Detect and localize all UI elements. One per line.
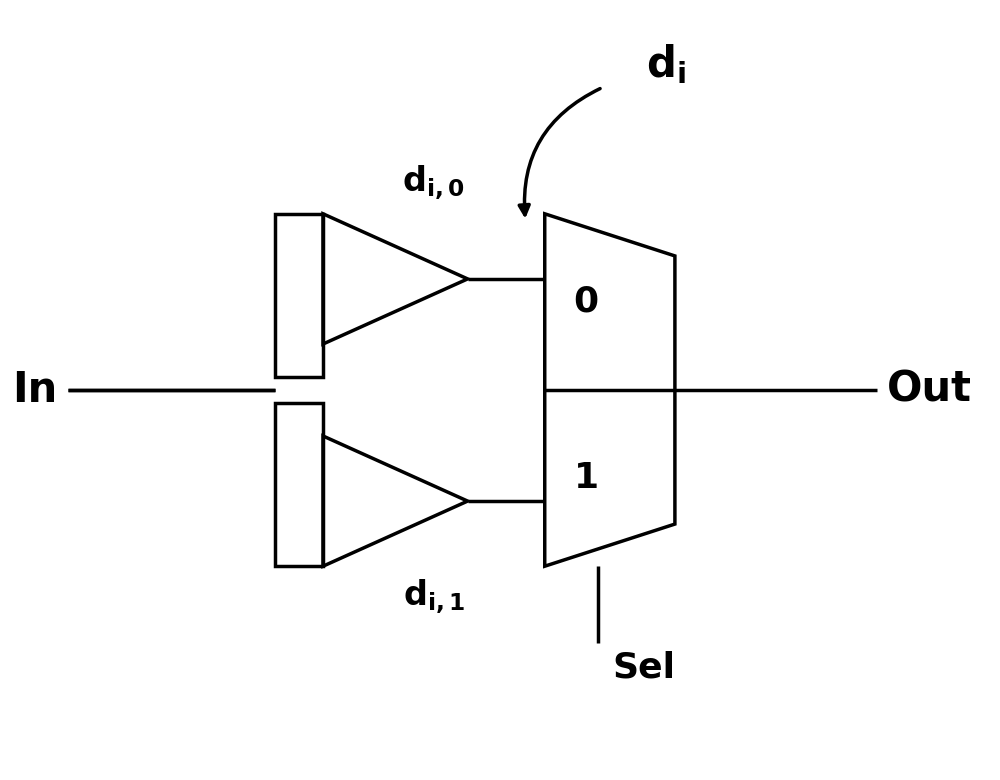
Text: 1: 1 [574, 461, 599, 495]
Text: $\mathbf{d_i}$: $\mathbf{d_i}$ [646, 42, 686, 87]
FancyArrowPatch shape [519, 89, 600, 215]
Polygon shape [545, 214, 675, 566]
Text: $\mathbf{d_{i,1}}$: $\mathbf{d_{i,1}}$ [403, 578, 465, 616]
Text: Out: Out [887, 369, 972, 411]
Text: $\mathbf{d_{i,0}}$: $\mathbf{d_{i,0}}$ [402, 164, 465, 202]
Text: Sel: Sel [612, 651, 675, 685]
Text: In: In [13, 369, 58, 411]
Text: 0: 0 [574, 285, 599, 319]
